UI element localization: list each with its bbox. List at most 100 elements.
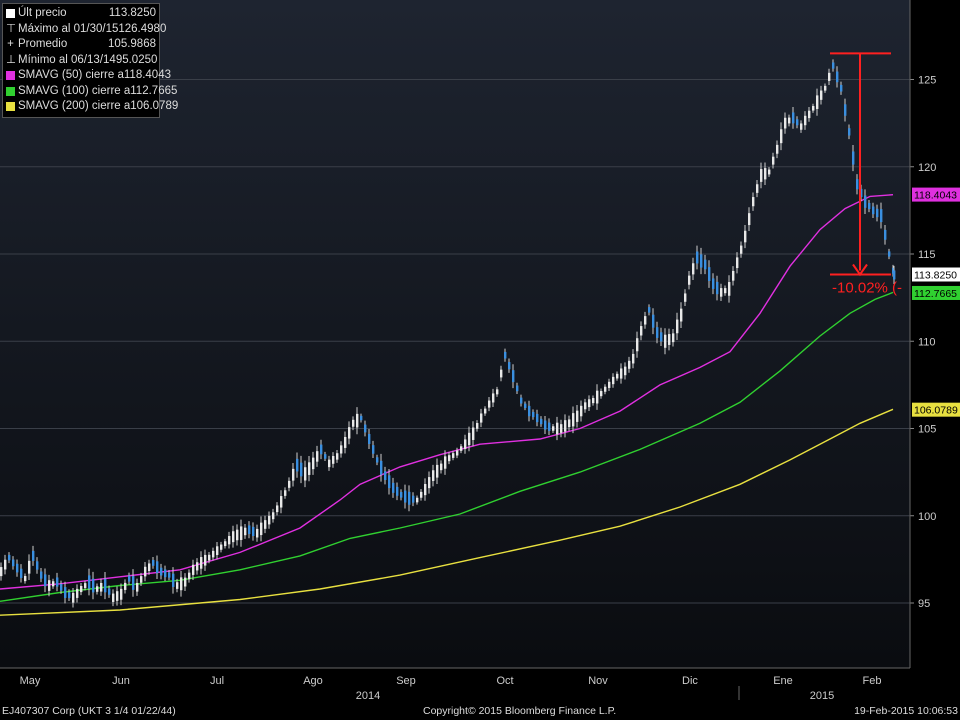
price-bar-body	[216, 546, 219, 555]
price-bar-body	[188, 572, 191, 580]
price-bar-body	[548, 422, 551, 431]
x-tick-label: Nov	[588, 675, 608, 687]
price-bar-body	[444, 456, 447, 469]
price-bar-body	[468, 432, 471, 446]
price-bar-body	[700, 254, 703, 268]
legend-row-sma50: SMAVG (50) cierre a 118.4043	[6, 68, 171, 84]
price-bar-body	[156, 561, 159, 574]
price-bar-body	[140, 576, 143, 583]
price-bar-body	[852, 151, 855, 165]
sma-line	[0, 194, 894, 590]
price-bar-body	[632, 353, 635, 364]
price-bar-body	[68, 592, 71, 599]
price-bar-body	[740, 245, 743, 254]
price-bar-body	[364, 424, 367, 433]
price-bar-body	[624, 366, 627, 376]
price-bar-body	[628, 360, 631, 369]
price-bar-body	[604, 386, 607, 392]
price-bar-body	[4, 559, 7, 570]
price-bar-body	[736, 257, 739, 269]
drawdown-label: -10.02% (-	[832, 280, 902, 297]
price-tag	[912, 187, 960, 202]
price-tag	[912, 285, 960, 300]
price-bar-body	[524, 403, 527, 409]
price-bar-body	[496, 389, 499, 395]
legend-value: 106.0789	[130, 100, 179, 112]
price-bar-body	[104, 578, 107, 593]
y-tick-label: 125	[918, 75, 936, 87]
price-tag-label: 112.7665	[914, 288, 957, 300]
price-bar-body	[280, 496, 283, 508]
price-bar-body	[148, 563, 151, 571]
price-bar-body	[808, 110, 811, 119]
price-bar-body	[232, 531, 235, 543]
price-bar-body	[236, 529, 239, 541]
price-bar-body	[756, 184, 759, 193]
price-bar-body	[32, 550, 35, 561]
price-bar-body	[720, 288, 723, 297]
price-bar-body	[160, 567, 163, 576]
price-bar-body	[872, 206, 875, 215]
price-bar-body	[684, 293, 687, 302]
legend-row-high: ⊤ Máximo al 01/30/15 126.4980	[6, 22, 166, 38]
price-bar-body	[288, 480, 291, 488]
price-bar-body	[840, 84, 843, 92]
price-bar-body	[760, 169, 763, 182]
price-bar-body	[668, 334, 671, 345]
price-bar-body	[316, 451, 319, 462]
x-tick-label: Jun	[112, 675, 130, 687]
average-marker-icon: +	[7, 38, 14, 50]
price-bar-body	[340, 445, 343, 454]
price-bar-body	[504, 351, 507, 359]
price-bar-body	[664, 334, 667, 348]
price-bar-body	[748, 213, 751, 226]
price-bar-body	[824, 85, 827, 91]
price-bar-body	[768, 169, 771, 175]
price-bar-body	[432, 470, 435, 481]
price-bar-body	[784, 117, 787, 129]
x-tick-label: Ago	[303, 675, 323, 687]
sma200-swatch-icon	[6, 102, 15, 112]
price-bar-body	[568, 419, 571, 428]
x-tick-label: May	[20, 675, 41, 687]
price-bar-body	[452, 453, 455, 458]
price-bar-body	[888, 251, 891, 257]
price-bar-body	[120, 588, 123, 600]
price-bar-body	[64, 587, 67, 598]
y-tick-label: 105	[918, 424, 936, 436]
legend-row-average: + Promedio 105.9868	[6, 37, 156, 53]
price-bar-body	[884, 229, 887, 240]
x-axis-area	[0, 668, 960, 703]
price-bar-body	[44, 574, 47, 587]
low-marker-icon: ⊥	[6, 53, 17, 66]
price-bar-body	[644, 316, 647, 325]
price-bar-body	[256, 528, 259, 538]
price-bar-body	[40, 571, 43, 579]
price-bar-body	[80, 586, 83, 593]
legend-label: Máximo al 01/30/15	[18, 22, 119, 35]
price-bar-body	[692, 263, 695, 275]
price-bar-body	[460, 446, 463, 451]
price-bar-body	[196, 562, 199, 571]
price-bar-body	[464, 439, 467, 449]
price-bar-body	[512, 370, 515, 383]
price-bar-body	[24, 576, 27, 582]
price-bar-body	[52, 581, 55, 587]
price-bar-body	[260, 522, 263, 536]
price-bar-body	[848, 128, 851, 136]
price-bar-body	[584, 402, 587, 410]
price-bar-body	[864, 195, 867, 208]
price-bar-body	[804, 115, 807, 126]
price-bar-body	[400, 492, 403, 498]
price-bar-body	[96, 586, 99, 592]
price-bar-body	[488, 400, 491, 408]
year-label: 2014	[356, 690, 380, 702]
price-bar-body	[392, 482, 395, 493]
price-bar-body	[396, 486, 399, 496]
price-bar-body	[484, 408, 487, 414]
price-bar-body	[424, 484, 427, 496]
price-bar-body	[72, 592, 75, 603]
price-bar-body	[860, 188, 863, 198]
price-bar-body	[320, 444, 323, 455]
